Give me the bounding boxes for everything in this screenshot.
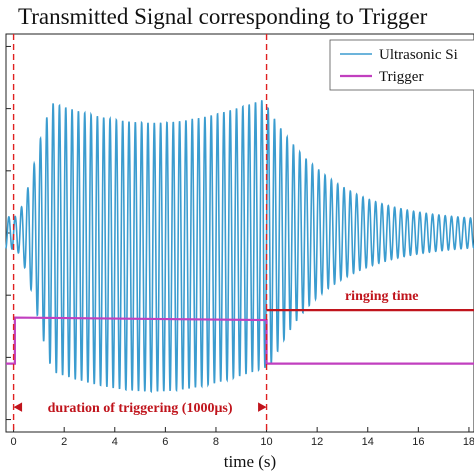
x-tick-label: 18 [463,436,474,448]
legend-label-signal: Ultrasonic Si [379,47,458,63]
ultrasonic-signal-line [5,100,474,394]
triggering-duration-label: duration of triggering (1000μs) [48,401,233,416]
x-tick-label: 16 [412,436,424,448]
ultrasonic-signal-series [5,100,474,394]
x-tick-label: 0 [11,436,17,448]
trigger-line [6,316,474,365]
x-tick-label: 12 [311,436,323,448]
x-tick-label: 4 [112,436,118,448]
x-tick-label: 10 [260,436,272,448]
arrow-right-icon [257,402,267,413]
legend: Ultrasonic Si Trigger [329,39,474,91]
x-tick-label: 8 [213,436,219,448]
chart-title: Transmitted Signal corresponding to Trig… [18,4,428,29]
ringing-time-label: ringing time [345,289,419,304]
x-axis-ticks: 0 2 4 6 8 10 12 14 16 18 [11,427,474,448]
arrow-left-icon [13,402,23,413]
triggering-duration-arrow: duration of triggering (1000μs) [13,396,267,417]
legend-box [329,39,474,91]
x-tick-label: 2 [61,436,67,448]
triggering-label-background [22,396,259,417]
x-tick-label: 6 [162,436,168,448]
x-axis-label: time (s) [224,452,276,471]
y-axis-ticks [6,45,11,421]
x-tick-label: 14 [362,436,374,448]
legend-label-trigger: Trigger [379,69,423,85]
